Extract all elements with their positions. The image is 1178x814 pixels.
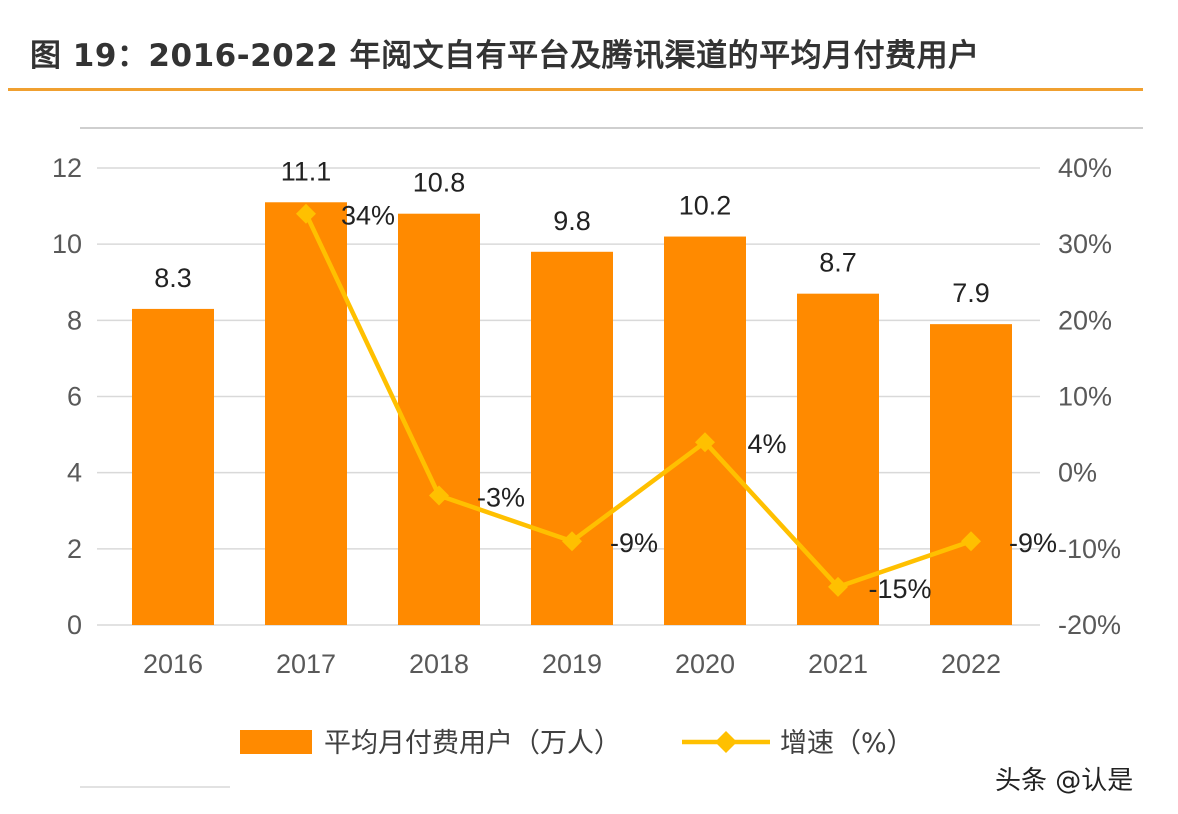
legend-line-label: 增速（%） <box>780 728 914 759</box>
growth-marker <box>296 203 316 224</box>
y-left-tick-label: 8 <box>67 305 82 335</box>
y-right-tick-label: 40% <box>1058 153 1112 183</box>
bar <box>664 236 746 626</box>
y-right-tick-label: 10% <box>1058 382 1112 412</box>
growth-data-label: -9% <box>1009 528 1057 558</box>
growth-data-label: 4% <box>747 429 786 459</box>
y-right-tick-label: -20% <box>1058 610 1121 640</box>
bar <box>398 213 480 625</box>
growth-marker <box>429 485 449 506</box>
bar-data-label: 8.3 <box>154 263 192 293</box>
x-tick-label: 2018 <box>409 649 469 679</box>
bar <box>531 251 613 626</box>
legend-line-marker <box>715 731 737 753</box>
x-tick-label: 2022 <box>941 649 1001 679</box>
growth-marker <box>562 531 582 552</box>
legend-bar-swatch <box>240 730 312 754</box>
x-tick-label: 2017 <box>276 649 336 679</box>
growth-data-label: -3% <box>477 483 525 513</box>
growth-marker <box>961 531 981 552</box>
y-left-tick-label: 4 <box>67 458 82 488</box>
growth-marker <box>695 432 715 453</box>
growth-data-label: 34% <box>341 201 395 231</box>
bar-data-label: 11.1 <box>281 156 332 186</box>
bar <box>132 308 214 625</box>
y-right-tick-label: 0% <box>1058 458 1097 488</box>
bar-data-label: 7.9 <box>952 278 990 308</box>
y-right-tick-label: -10% <box>1058 534 1121 564</box>
bar <box>930 324 1012 625</box>
legend-bar-label: 平均月付费用户（万人） <box>324 728 621 759</box>
y-left-tick-label: 10 <box>52 229 82 259</box>
growth-data-label: -15% <box>868 574 931 604</box>
bar-data-label: 10.8 <box>413 168 466 198</box>
bar <box>797 293 879 625</box>
bar-data-label: 9.8 <box>553 206 591 236</box>
x-tick-label: 2019 <box>542 649 602 679</box>
y-left-tick-label: 0 <box>67 610 82 640</box>
growth-data-label: -9% <box>610 528 658 558</box>
x-tick-label: 2016 <box>143 649 203 679</box>
watermark: 头条 @认是 <box>995 766 1134 796</box>
title-underline <box>8 88 1143 91</box>
x-tick-label: 2021 <box>808 649 868 679</box>
y-right-tick-label: 30% <box>1058 229 1112 259</box>
chart-title: 图 19：2016-2022 年阅文自有平台及腾讯渠道的平均月付费用户 <box>30 38 980 74</box>
y-right-tick-label: 20% <box>1058 305 1112 335</box>
y-left-tick-label: 12 <box>52 153 82 183</box>
bar-data-label: 8.7 <box>819 248 857 278</box>
bar <box>265 202 347 625</box>
x-tick-label: 2020 <box>675 649 735 679</box>
y-left-tick-label: 2 <box>67 534 82 564</box>
growth-line <box>303 212 972 590</box>
y-left-tick-label: 6 <box>67 382 82 412</box>
growth-marker <box>828 576 848 597</box>
bar-data-label: 10.2 <box>679 191 732 221</box>
